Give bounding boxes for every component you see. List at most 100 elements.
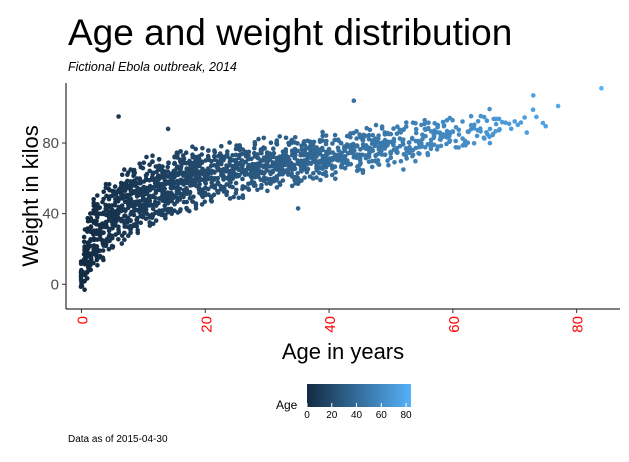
data-point: [391, 126, 396, 131]
data-point: [285, 154, 291, 160]
data-point: [256, 136, 261, 142]
data-point: [292, 135, 298, 140]
data-point: [240, 176, 245, 182]
data-point: [106, 246, 112, 252]
data-point: [370, 132, 376, 138]
data-point: [87, 263, 93, 268]
data-point: [240, 195, 246, 201]
data-point: [366, 132, 372, 138]
legend-tick-label: 20: [326, 410, 338, 421]
data-point: [515, 122, 521, 128]
data-point: [354, 136, 359, 141]
data-point: [147, 223, 153, 228]
data-point: [227, 156, 233, 161]
data-point: [345, 158, 350, 163]
data-point: [85, 276, 90, 281]
legend-ticks: 0 20 40 60 80: [304, 403, 412, 421]
data-point: [385, 143, 390, 148]
data-point: [168, 190, 174, 196]
data-point: [310, 143, 316, 148]
data-point: [187, 195, 193, 201]
data-point: [150, 159, 155, 165]
data-point: [431, 142, 437, 148]
data-point: [212, 148, 217, 153]
data-point: [252, 142, 258, 147]
data-point: [240, 162, 245, 168]
caption: Data as of 2015-04-30: [68, 434, 168, 445]
data-point: [289, 183, 295, 189]
data-point: [438, 143, 444, 149]
data-point: [197, 182, 202, 187]
data-point: [271, 146, 276, 151]
data-point: [152, 195, 158, 201]
data-point: [273, 177, 279, 183]
data-point: [285, 172, 291, 177]
data-point: [435, 124, 440, 130]
data-point: [255, 187, 260, 193]
data-point: [159, 181, 164, 187]
data-point: [379, 148, 384, 153]
points-layer: [78, 86, 604, 293]
data-point: [295, 175, 300, 181]
data-point: [375, 158, 381, 163]
data-point: [109, 233, 115, 239]
data-point: [530, 107, 536, 112]
data-point: [332, 132, 338, 138]
data-point: [403, 153, 409, 158]
data-point: [119, 203, 125, 208]
legend-tick-label: 80: [400, 410, 412, 421]
data-point: [88, 224, 94, 230]
data-point: [251, 180, 257, 186]
data-point: [217, 151, 223, 156]
data-point: [135, 227, 140, 233]
data-point: [401, 127, 406, 132]
data-point: [301, 140, 307, 145]
data-point: [332, 164, 338, 169]
data-point: [227, 140, 232, 145]
data-point: [110, 226, 115, 231]
data-point: [379, 152, 385, 157]
data-point: [490, 132, 496, 138]
data-point: [270, 160, 276, 165]
data-point: [97, 227, 103, 233]
y-tick-label: 40: [42, 206, 59, 223]
data-point: [227, 196, 233, 201]
data-point: [506, 121, 512, 127]
data-point: [497, 127, 502, 132]
data-point: [191, 194, 196, 200]
data-point: [112, 202, 118, 208]
data-point: [184, 186, 189, 191]
data-point: [388, 155, 394, 161]
data-point: [352, 148, 357, 153]
data-point: [293, 152, 298, 158]
data-point: [395, 124, 400, 129]
data-point: [299, 178, 304, 183]
data-point: [426, 125, 431, 131]
data-point: [329, 157, 335, 163]
x-axis-title: Age in years: [282, 339, 404, 364]
data-point: [78, 284, 84, 290]
data-point: [180, 153, 186, 158]
data-point: [271, 154, 276, 160]
data-point: [465, 140, 471, 145]
data-point: [134, 180, 139, 186]
data-point: [369, 164, 375, 170]
data-point: [326, 151, 331, 156]
data-point: [487, 126, 493, 132]
data-point: [101, 189, 106, 195]
data-point: [419, 144, 424, 149]
data-point: [165, 164, 170, 170]
data-point: [422, 121, 428, 127]
data-point: [468, 113, 474, 119]
data-point: [165, 199, 170, 205]
data-point: [97, 233, 103, 238]
data-point: [193, 206, 199, 211]
data-point: [81, 234, 87, 240]
data-point: [215, 180, 221, 186]
data-point: [119, 216, 124, 222]
data-point: [119, 187, 124, 193]
data-point: [103, 181, 109, 187]
data-point: [301, 152, 307, 158]
data-point: [231, 194, 236, 200]
data-point: [295, 206, 301, 211]
